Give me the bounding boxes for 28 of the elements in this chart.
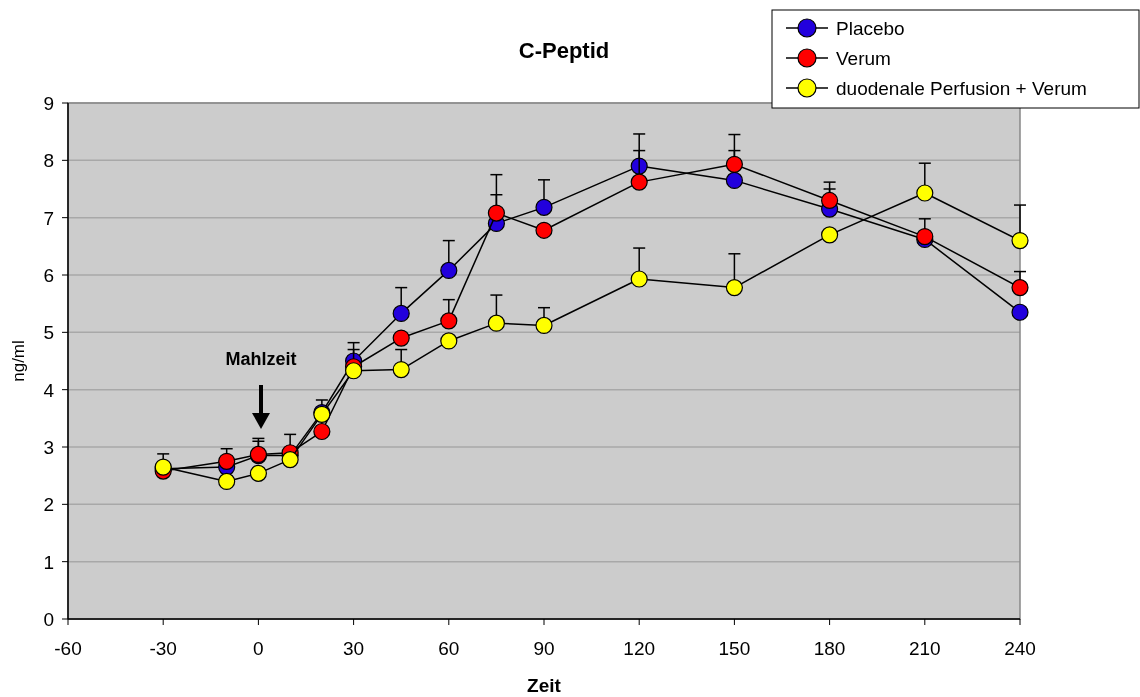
y-tick-label: 9	[43, 93, 54, 114]
x-tick-label: -30	[149, 638, 177, 659]
y-tick-label: 0	[43, 609, 54, 630]
y-tick-label: 7	[43, 207, 54, 229]
x-tick-label: 0	[253, 638, 264, 659]
x-tick-label: 240	[1004, 638, 1036, 659]
y-tick-label: 2	[43, 494, 54, 516]
y-tick-label: 3	[43, 437, 54, 458]
legend-label: Placebo	[836, 18, 905, 39]
y-tick-label: 5	[43, 322, 54, 344]
y-tick-label: 8	[43, 150, 54, 172]
x-tick-label: 30	[343, 638, 365, 659]
x-axis-title: Zeit	[527, 675, 562, 696]
x-tick-label: -60	[54, 638, 82, 659]
x-tick-label: 150	[718, 638, 751, 659]
x-tick-label: 60	[438, 638, 460, 659]
chart-title: C-Peptid	[518, 38, 610, 63]
x-tick-label: 210	[908, 638, 941, 659]
legend-label: duodenale Perfusion + Verum	[836, 78, 1087, 99]
legend-label: Verum	[836, 48, 891, 69]
y-tick-label: 4	[43, 379, 55, 401]
x-tick-label: 180	[813, 638, 846, 659]
y-tick-label: 1	[43, 551, 54, 573]
annotation: Mahlzeit	[225, 349, 297, 369]
x-tick-label: 90	[533, 638, 555, 659]
x-tick-label: 120	[623, 638, 656, 659]
y-tick-label: 6	[43, 265, 54, 286]
y-axis-title: ng/ml	[9, 340, 28, 382]
